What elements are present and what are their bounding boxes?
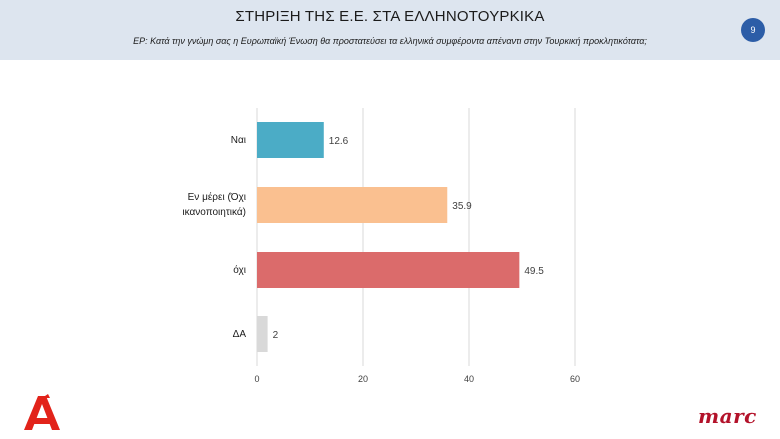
- category-label-line: ικανοποιητικά): [182, 207, 246, 218]
- category-label: ΔΑ: [140, 327, 246, 342]
- alpha-logo-icon: [24, 394, 60, 430]
- bar-value-label: 35.9: [452, 201, 472, 212]
- bar: [257, 316, 268, 352]
- category-label: Εν μέρει (Όχι ικανοποιητικά): [140, 190, 246, 220]
- category-label-line: όχι: [233, 264, 246, 276]
- category-label-line: Εν μέρει (Όχι: [187, 192, 246, 203]
- x-tick-label: 60: [570, 374, 580, 384]
- category-label: Ναι: [140, 133, 246, 148]
- x-tick-label: 40: [464, 374, 474, 384]
- question-subtitle: ΕΡ: Κατά την γνώμη σας η Ευρωπαϊκή Ένωση…: [133, 36, 647, 46]
- bar: [257, 122, 324, 158]
- bar-value-label: 2: [273, 330, 279, 341]
- page-number-badge: 9: [741, 18, 765, 42]
- bar: [257, 187, 448, 223]
- x-tick-label: 0: [254, 374, 259, 384]
- bar-value-label: 12.6: [329, 136, 349, 147]
- bar-value-label: 49.5: [524, 266, 544, 277]
- x-tick-label: 20: [358, 374, 368, 384]
- page-title: ΣΤΗΡΙΞΗ ΤΗΣ Ε.Ε. ΣΤΑ ΕΛΛΗΝΟΤΟΥΡΚΙΚΑ: [235, 8, 545, 25]
- category-label-line: ΔΑ: [232, 328, 246, 340]
- category-label: όχι: [140, 263, 246, 278]
- header-bar: ΣΤΗΡΙΞΗ ΤΗΣ Ε.Ε. ΣΤΑ ΕΛΛΗΝΟΤΟΥΡΚΙΚΑ ΕΡ: …: [0, 0, 780, 60]
- marc-logo: marc: [698, 404, 757, 428]
- category-label-line: Ναι: [230, 134, 246, 146]
- bar: [257, 252, 520, 288]
